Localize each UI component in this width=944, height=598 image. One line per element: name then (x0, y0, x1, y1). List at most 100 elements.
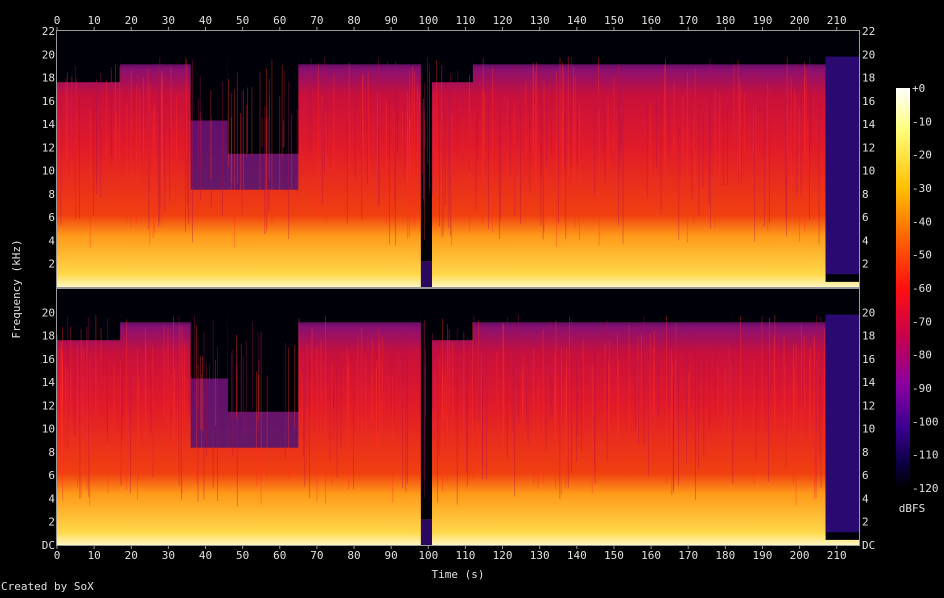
y-tick-label: 18 (42, 330, 55, 343)
x-tick-label: 190 (753, 549, 773, 562)
segment-ceiling (227, 31, 299, 154)
colorbar-tick-label: -100 (912, 415, 939, 428)
colorbar-tick-label: -110 (912, 449, 939, 462)
segment-ceiling (298, 31, 421, 65)
segment-ceiling (57, 289, 121, 341)
y-tick-label: 16 (862, 353, 875, 366)
segment-ceiling (227, 289, 299, 412)
y-tick-label: 4 (862, 234, 869, 247)
x-ticks-top: 0 10 20 30 40 50 60 70 80 90 100 110 120 130 140 150 160… (54, 14, 847, 31)
y-tick-label: 18 (42, 72, 55, 85)
x-tick-label: 80 (347, 14, 360, 27)
x-tick-label: 90 (385, 14, 398, 27)
plot-frame (56, 30, 860, 288)
x-tick-label: 20 (125, 549, 138, 562)
segment-ceiling (420, 289, 433, 520)
y-tick-label: 8 (48, 188, 55, 201)
y-tick-label: 12 (42, 141, 55, 154)
x-tick-label: 210 (827, 549, 847, 562)
x-tick-label: 170 (678, 549, 698, 562)
colorbar-tick-label: -40 (912, 215, 932, 228)
segment-gap-band (420, 261, 433, 287)
y-tick-label: 16 (42, 95, 55, 108)
x-tick-label: 50 (236, 14, 249, 27)
y-tick-label: 4 (48, 492, 55, 505)
y-tick-label: 22 (862, 25, 875, 38)
colorbar (896, 88, 910, 488)
x-tick-label: 80 (347, 549, 360, 562)
x-tick-label: 100 (418, 14, 438, 27)
colorbar-tick-label: -120 (912, 482, 939, 495)
segment-gap-band (420, 519, 433, 545)
plot-frame (56, 288, 860, 546)
colorbar-tick-label: -50 (912, 249, 932, 262)
x-tick-label: 40 (199, 14, 212, 27)
x-tick-label: 130 (530, 549, 550, 562)
colorbar-tick-label: -20 (912, 149, 932, 162)
x-tick-label: 60 (273, 14, 286, 27)
segment-quiet-band (190, 378, 228, 448)
channel-1-plot (56, 30, 860, 288)
x-tick-label: 150 (604, 549, 624, 562)
x-tick-label: 210 (827, 14, 847, 27)
segment-ceiling (190, 31, 228, 121)
x-tick-label: 0 (54, 14, 61, 27)
y-tick-label: 8 (48, 446, 55, 459)
y-tick-label: 14 (862, 118, 876, 131)
y-tick-label: 16 (42, 353, 55, 366)
y-tick-label: 14 (42, 376, 56, 389)
colorbar-tick-label: +0 (912, 82, 925, 95)
x-tick-label: 200 (790, 549, 810, 562)
x-tick-label: 130 (530, 14, 550, 27)
x-tick-label: 90 (385, 549, 398, 562)
y-tick-label: 2 (48, 516, 55, 529)
channel-2-plot (56, 288, 860, 546)
y-tick-label: 18 (862, 330, 875, 343)
segment-ceiling (732, 31, 826, 65)
y-tick-label: 6 (48, 469, 55, 482)
x-tick-label: 70 (310, 14, 323, 27)
x-tick-label: 110 (455, 549, 475, 562)
segment-quiet-band (227, 153, 299, 190)
x-tick-label: 150 (604, 14, 624, 27)
y-tick-label: 20 (862, 306, 875, 319)
colorbar-tick-label: -30 (912, 182, 932, 195)
y-tick-label: 12 (42, 399, 55, 412)
y-tick-label: 18 (862, 72, 875, 85)
segment-ceiling (120, 289, 191, 323)
segment-ceiling (298, 289, 421, 323)
x-tick-label: 180 (715, 14, 735, 27)
segment-ceiling (432, 31, 473, 83)
x-tick-label: 160 (641, 14, 661, 27)
y-tick-label: 6 (862, 469, 869, 482)
x-tick-label: 50 (236, 549, 249, 562)
colorbar-tick-label: -70 (912, 315, 932, 328)
y-tick-label: 20 (862, 48, 875, 61)
segment-ceiling (190, 289, 228, 379)
y-tick-label: 20 (42, 48, 55, 61)
y-tick-label: DC (862, 539, 875, 552)
segment-quiet-band (190, 120, 228, 190)
y-tick-label: 10 (862, 165, 875, 178)
y-tick-label: 2 (48, 258, 55, 271)
colorbar-tick-label: -10 (912, 115, 932, 128)
y-tick-label: 14 (42, 118, 56, 131)
x-tick-label: 20 (125, 14, 138, 27)
y-tick-label: 16 (862, 95, 875, 108)
segment-ceiling (472, 289, 733, 323)
x-tick-label: 170 (678, 14, 698, 27)
y-tick-label: 12 (862, 141, 875, 154)
y-tick-label: 4 (48, 234, 55, 247)
colorbar-tick-label: -80 (912, 349, 932, 362)
x-tick-label: 10 (88, 14, 101, 27)
x-tick-label: 100 (418, 549, 438, 562)
y-tick-label: 2 (862, 258, 869, 271)
y-axis-label: Frequency (kHz) (10, 239, 23, 338)
x-tick-label: 40 (199, 549, 212, 562)
x-tick-label: 30 (162, 549, 175, 562)
y-tick-label: 20 (42, 306, 55, 319)
x-tick-label: 120 (493, 549, 513, 562)
y-tick-label: 8 (862, 188, 869, 201)
colorbar-label: dBFS (899, 502, 926, 515)
